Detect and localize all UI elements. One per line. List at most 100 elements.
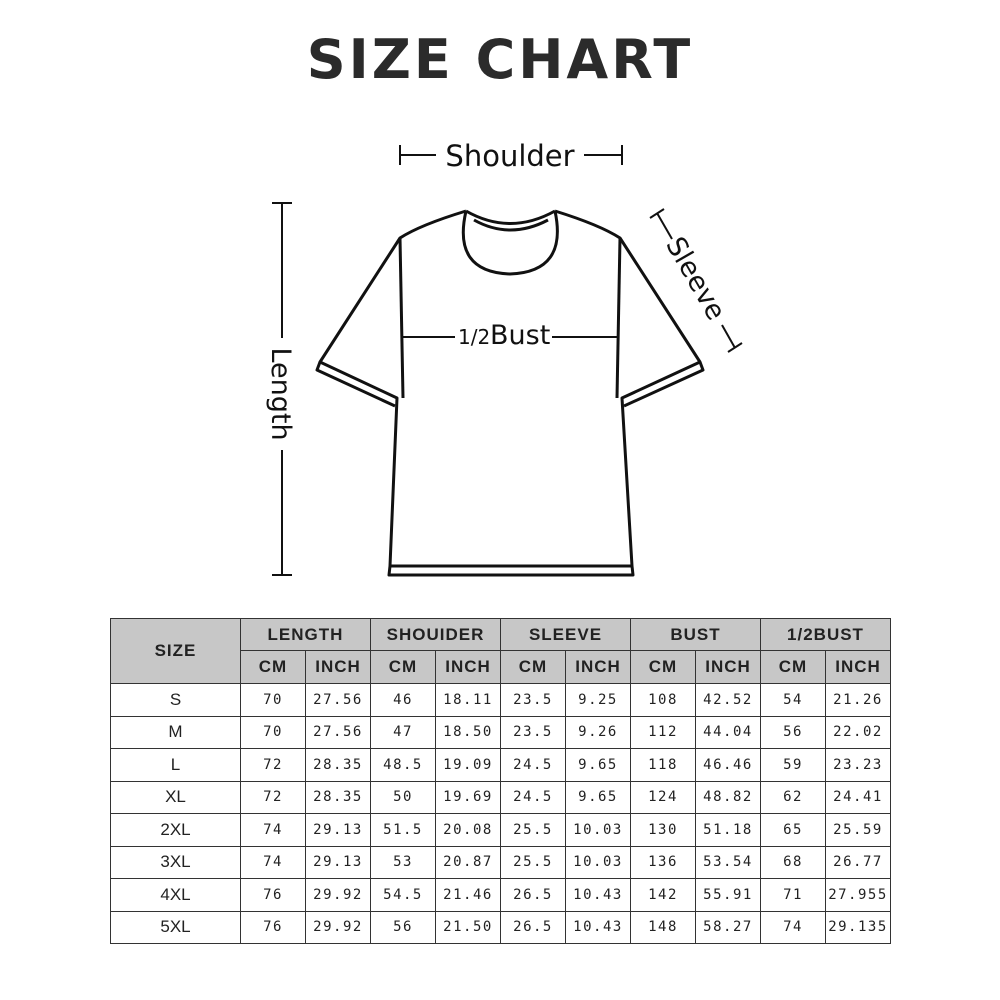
tshirt-left-cuff <box>315 361 396 408</box>
size-cell: 2XL <box>110 813 241 847</box>
value-cell: 10.43 <box>565 910 631 944</box>
length-label: Length <box>265 347 296 440</box>
group-header-sleeve: SLEEVE <box>500 618 631 651</box>
value-cell: 27.56 <box>305 683 371 717</box>
value-cell: 74 <box>240 813 306 847</box>
tshirt-hem <box>387 565 635 577</box>
value-cell: 76 <box>240 878 306 912</box>
value-cell: 25.5 <box>500 813 566 847</box>
value-cell: 10.03 <box>565 845 631 879</box>
value-cell: 72 <box>240 780 306 814</box>
value-cell: 70 <box>240 683 306 717</box>
value-cell: 29.135 <box>825 910 891 944</box>
value-cell: 24.5 <box>500 748 566 782</box>
value-cell: 29.92 <box>305 910 371 944</box>
value-cell: 62 <box>760 780 826 814</box>
value-cell: 76 <box>240 910 306 944</box>
value-cell: 51.18 <box>695 813 761 847</box>
value-cell: 50 <box>370 780 436 814</box>
unit-header-inch: INCH <box>825 650 891 684</box>
value-cell: 20.08 <box>435 813 501 847</box>
value-cell: 21.46 <box>435 878 501 912</box>
page-title: SIZE CHART <box>306 28 694 91</box>
group-header-bust: BUST <box>630 618 761 651</box>
value-cell: 21.26 <box>825 683 891 717</box>
value-cell: 136 <box>630 845 696 879</box>
size-cell: 3XL <box>110 845 241 879</box>
value-cell: 74 <box>240 845 306 879</box>
size-cell: 5XL <box>110 910 241 944</box>
size-cell: S <box>110 683 241 717</box>
value-cell: 55.91 <box>695 878 761 912</box>
tshirt-outline <box>318 209 702 568</box>
group-header-shoulder: SHOUIDER <box>370 618 501 651</box>
value-cell: 20.87 <box>435 845 501 879</box>
value-cell: 29.13 <box>305 845 371 879</box>
value-cell: 46 <box>370 683 436 717</box>
value-cell: 53.54 <box>695 845 761 879</box>
unit-header-cm: CM <box>760 650 826 684</box>
tshirt-collar <box>465 209 556 225</box>
half-bust-prefix: 1/2 <box>458 325 490 349</box>
value-cell: 26.5 <box>500 910 566 944</box>
table-row: 2XL 74 29.13 51.5 20.08 25.5 10.03 130 51.18 65 25… <box>110 813 891 847</box>
value-cell: 74 <box>760 910 826 944</box>
value-cell: 23.5 <box>500 715 566 749</box>
value-cell: 27.56 <box>305 715 371 749</box>
value-cell: 26.5 <box>500 878 566 912</box>
value-cell: 112 <box>630 715 696 749</box>
table-row: L 72 28.35 48.5 19.09 24.5 9.65 118 46.46 59 23.23 <box>110 748 891 782</box>
group-header-half-bust: 1/2BUST <box>760 618 891 651</box>
value-cell: 53 <box>370 845 436 879</box>
value-cell: 142 <box>630 878 696 912</box>
size-header: SIZE <box>110 618 241 684</box>
value-cell: 27.955 <box>825 878 891 912</box>
table-row: M 70 27.56 47 18.50 23.5 9.26 112 44.04 56 22.02 <box>110 715 891 749</box>
table-row: S 70 27.56 46 18.11 23.5 9.25 108 42.52 54 21.26 <box>110 683 891 717</box>
value-cell: 9.25 <box>565 683 631 717</box>
value-cell: 58.27 <box>695 910 761 944</box>
value-cell: 48.5 <box>370 748 436 782</box>
value-cell: 48.82 <box>695 780 761 814</box>
value-cell: 70 <box>240 715 306 749</box>
value-cell: 72 <box>240 748 306 782</box>
unit-header-cm: CM <box>630 650 696 684</box>
sleeve-label: Sleeve <box>659 232 731 326</box>
value-cell: 56 <box>760 715 826 749</box>
value-cell: 19.09 <box>435 748 501 782</box>
value-cell: 71 <box>760 878 826 912</box>
size-cell: 4XL <box>110 878 241 912</box>
unit-header-inch: INCH <box>305 650 371 684</box>
value-cell: 51.5 <box>370 813 436 847</box>
value-cell: 26.77 <box>825 845 891 879</box>
value-cell: 10.43 <box>565 878 631 912</box>
value-cell: 19.69 <box>435 780 501 814</box>
size-cell: L <box>110 748 241 782</box>
value-cell: 56 <box>370 910 436 944</box>
value-cell: 29.92 <box>305 878 371 912</box>
shoulder-label: Shoulder <box>445 139 574 173</box>
unit-header-inch: INCH <box>695 650 761 684</box>
value-cell: 28.35 <box>305 780 371 814</box>
value-cell: 148 <box>630 910 696 944</box>
table-row: 3XL 74 29.13 53 20.87 25.5 10.03 136 53.54 68 26.7… <box>110 845 891 879</box>
value-cell: 130 <box>630 813 696 847</box>
value-cell: 18.11 <box>435 683 501 717</box>
value-cell: 28.35 <box>305 748 371 782</box>
value-cell: 22.02 <box>825 715 891 749</box>
tshirt-right-cuff <box>623 361 705 408</box>
unit-header-cm: CM <box>370 650 436 684</box>
value-cell: 24.5 <box>500 780 566 814</box>
unit-header-inch: INCH <box>435 650 501 684</box>
value-cell: 108 <box>630 683 696 717</box>
tshirt-diagram: Shoulder Length Sleeve 1/2 Bust <box>265 139 743 577</box>
value-cell: 10.03 <box>565 813 631 847</box>
value-cell: 59 <box>760 748 826 782</box>
value-cell: 23.5 <box>500 683 566 717</box>
half-bust-label: Bust <box>490 320 550 351</box>
value-cell: 18.50 <box>435 715 501 749</box>
value-cell: 54.5 <box>370 878 436 912</box>
value-cell: 9.26 <box>565 715 631 749</box>
value-cell: 29.13 <box>305 813 371 847</box>
unit-header-cm: CM <box>500 650 566 684</box>
